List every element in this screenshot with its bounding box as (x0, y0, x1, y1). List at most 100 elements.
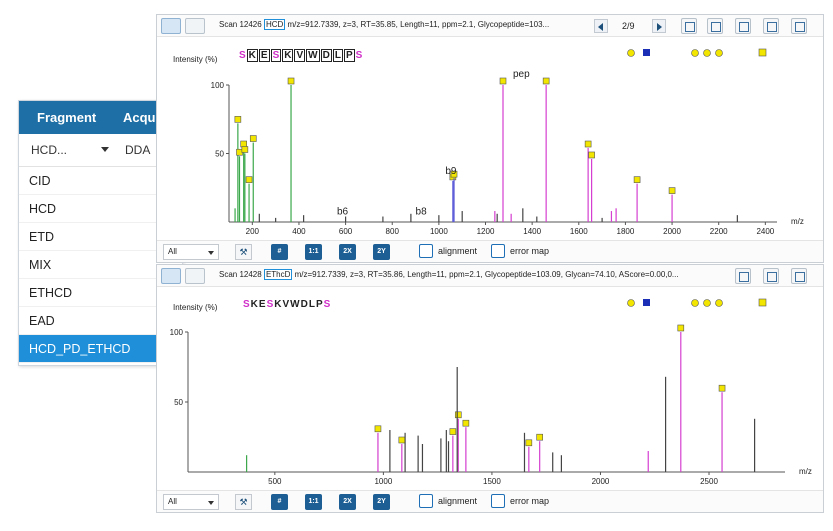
chevron-right-icon (657, 23, 662, 31)
bar-view-icon[interactable] (161, 268, 181, 284)
glycan-circle-icon (703, 299, 711, 307)
scan-details: m/z=912.7339, z=3, RT=35.86, Length=11, … (294, 270, 679, 279)
glycan-square-marker (374, 425, 382, 433)
glycan-square-marker (450, 170, 458, 178)
y-tick-label: 100 (170, 328, 184, 337)
glycan-square-marker (245, 176, 253, 183)
alignment-checkbox[interactable] (419, 244, 433, 258)
fragment-option[interactable]: ETD (19, 223, 182, 251)
glycan-square-marker (718, 384, 726, 392)
ion-filter-select[interactable]: All (163, 494, 219, 510)
acquisition-combo[interactable]: DDA (119, 140, 179, 162)
y-axis-label: Intensity (%) (173, 55, 218, 64)
error-map-checkbox[interactable] (491, 494, 505, 508)
panel-header: Fragment Acqu (19, 101, 182, 134)
ion-filter-select[interactable]: All (163, 244, 219, 260)
line-chart-icon[interactable] (735, 18, 751, 34)
spectrum-toolbar: Scan 12426 HCD m/z=912.7339, z=3, RT=35.… (157, 15, 823, 37)
glycan-square-marker (536, 433, 543, 441)
line-chart-icon[interactable] (791, 268, 807, 284)
fragment-option[interactable]: CID (19, 167, 182, 195)
fragment-option[interactable]: EAD (19, 307, 182, 335)
glycan-square-marker (525, 439, 533, 447)
spectrum-chart: 100 50 200 400 600 800 1000 1200 1400 1600 1800 200… (211, 48, 804, 236)
glycan-square-marker (234, 116, 242, 123)
alignment-label: alignment (438, 496, 478, 506)
sequence-residue: D (300, 299, 308, 310)
glycan-square-icon (758, 48, 767, 57)
glycan-square-marker (584, 140, 592, 148)
sequence-residue: S (243, 299, 250, 310)
alignment-label: alignment (438, 246, 478, 256)
one-to-one-button[interactable]: 1:1 (305, 494, 322, 510)
x-axis-label: m/z (799, 467, 812, 476)
x-tick-label: 500 (268, 477, 282, 486)
scan-details: m/z=912.7339, z=3, RT=35.85, Length=11, … (287, 20, 550, 29)
glycan-square-icon (643, 299, 650, 306)
table-icon[interactable] (763, 268, 779, 284)
scan-number: Scan 12426 (219, 20, 262, 29)
ion-filter-value: All (168, 497, 177, 506)
x-tick-label: 200 (246, 227, 260, 236)
sequence-residue: K (274, 299, 282, 310)
fragment-option[interactable]: HCD (19, 195, 182, 223)
fragment-header: Fragment (37, 110, 97, 125)
x-tick-label: 800 (386, 227, 400, 236)
x-tick-label: 1200 (477, 227, 495, 236)
chevron-down-icon (208, 251, 214, 255)
fragment-option[interactable]: MIX (19, 251, 182, 279)
wrench-icon[interactable]: ⚒ (235, 244, 252, 260)
glycan-square-marker (240, 140, 247, 148)
glycan-square-marker (449, 428, 457, 435)
error-map-checkbox[interactable] (491, 244, 505, 258)
hash-button[interactable]: # (271, 494, 288, 510)
bar-view-icon[interactable] (161, 18, 181, 34)
spectrum-bottom-bar: All ⚒ # 1:1 2X 2Y alignment error map (157, 490, 823, 512)
page-indicator: 2/9 (622, 21, 635, 31)
table-icon[interactable] (707, 18, 723, 34)
refresh-icon[interactable] (791, 18, 807, 34)
glycan-square-marker (398, 436, 406, 444)
wave-view-icon[interactable] (185, 18, 205, 34)
fragment-option[interactable]: ETHCD (19, 279, 182, 307)
spectrum-toolbar: Scan 12428 EThcD m/z=912.7339, z=3, RT=3… (157, 265, 823, 287)
glycan-square-marker (499, 77, 507, 85)
sequence-residue: L (308, 299, 315, 310)
peak-label: b8 (416, 207, 428, 218)
zoom-2x-button[interactable]: 2X (339, 244, 356, 260)
sequence-residue: S (323, 299, 331, 310)
zoom-2x-button[interactable]: 2X (339, 494, 356, 510)
y-tick-label: 50 (215, 150, 224, 159)
fragmentation-method: HCD (263, 19, 286, 30)
one-to-one-button[interactable]: 1:1 (305, 244, 322, 260)
fragmentation-method: EThcD (263, 269, 293, 280)
hash-button[interactable]: # (271, 244, 288, 260)
zoom-2y-button[interactable]: 2Y (373, 244, 390, 260)
x-tick-label: 2000 (592, 477, 610, 486)
wrench-icon[interactable]: ⚒ (235, 494, 252, 510)
x-tick-label: 1000 (374, 477, 392, 486)
next-button[interactable] (652, 19, 666, 33)
glycan-square-marker (241, 146, 249, 153)
sequence-residue: P (315, 299, 323, 310)
sequence-residue: P (343, 49, 355, 62)
error-map-label: error map (510, 496, 550, 506)
wave-view-icon[interactable] (185, 268, 205, 284)
x-tick-label: 2200 (710, 227, 728, 236)
x-tick-label: 1400 (523, 227, 541, 236)
fragment-options-list: CID HCD ETD MIX ETHCD EAD HCD_PD_ETHCD (19, 167, 182, 363)
sequence-residue: D (320, 49, 332, 62)
fragment-option[interactable]: HCD_PD_ETHCD (19, 335, 182, 363)
export-icon[interactable] (735, 268, 751, 284)
sequence-residue: E (258, 299, 266, 310)
bar-chart-icon[interactable] (763, 18, 779, 34)
zoom-2y-button[interactable]: 2Y (373, 494, 390, 510)
prev-button[interactable] (594, 19, 608, 33)
sequence-residue: W (290, 299, 300, 310)
export-icon[interactable] (681, 18, 697, 34)
glycan-circle-icon (715, 49, 723, 57)
peptide-sequence: SKESKVWDLPS (243, 299, 331, 310)
sequence-residue: K (246, 49, 258, 62)
alignment-checkbox[interactable] (419, 494, 433, 508)
fragment-combo[interactable]: HCD... (25, 140, 115, 162)
